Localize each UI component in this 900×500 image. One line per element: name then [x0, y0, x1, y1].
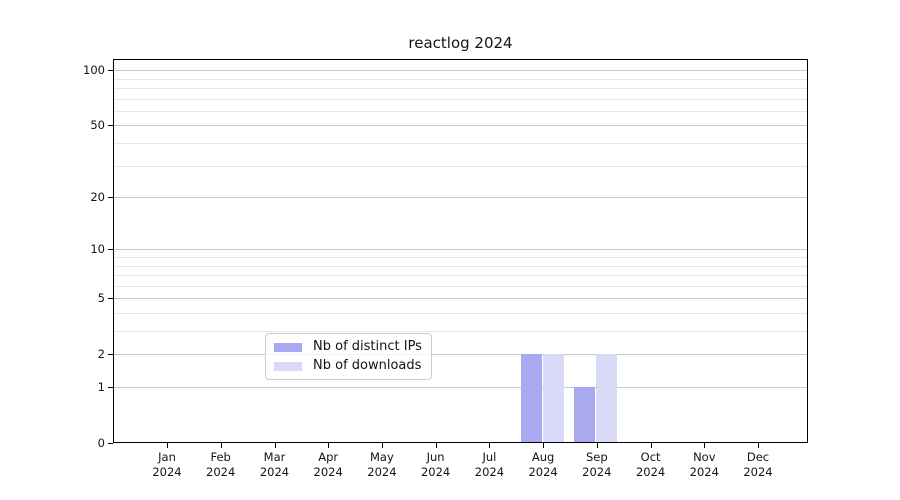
y-tick-label: 100 — [83, 62, 105, 77]
x-tick-mark — [381, 443, 383, 448]
major-gridline — [113, 354, 808, 356]
y-tick-label: 20 — [90, 189, 105, 204]
x-tick-mark — [596, 443, 598, 448]
minor-gridline — [113, 285, 808, 287]
minor-gridline — [113, 143, 808, 144]
y-tick-label: 10 — [90, 241, 105, 256]
major-gridline — [113, 249, 808, 251]
minor-gridline — [113, 78, 808, 80]
legend-swatch-downloads — [274, 361, 302, 371]
x-tick-label: Oct 2024 — [635, 450, 666, 479]
minor-gridline — [113, 331, 808, 332]
y-tick-mark — [108, 354, 113, 356]
x-tick-label: May 2024 — [367, 450, 397, 479]
x-tick-label: Feb 2024 — [206, 450, 236, 479]
x-tick-label: Dec 2024 — [743, 450, 773, 479]
x-tick-label: Jun 2024 — [420, 450, 451, 479]
minor-gridline — [113, 257, 808, 258]
minor-gridline — [113, 313, 808, 314]
x-tick-mark — [543, 443, 545, 448]
legend-item: Nb of downloads — [274, 358, 422, 374]
x-tick-label: Jul 2024 — [474, 450, 505, 479]
y-tick-mark — [108, 70, 113, 72]
x-tick-mark — [220, 443, 222, 448]
plot-area — [113, 59, 808, 443]
y-tick-mark — [108, 298, 113, 300]
minor-gridline — [113, 98, 808, 100]
major-gridline — [113, 197, 808, 199]
x-tick-mark — [758, 443, 759, 448]
y-tick-mark — [108, 197, 113, 199]
major-gridline — [113, 387, 808, 388]
y-tick-mark — [108, 249, 113, 251]
gridlines-layer — [113, 59, 808, 443]
major-gridline — [113, 70, 808, 72]
minor-gridline — [113, 275, 808, 276]
bars-layer — [113, 59, 808, 443]
bar-downloads-aug — [542, 354, 564, 443]
minor-gridline — [113, 265, 808, 267]
y-tick-label: 5 — [97, 290, 105, 305]
y-tick-mark — [108, 443, 113, 444]
x-tick-label: Mar 2024 — [259, 450, 290, 479]
minor-gridline — [113, 165, 808, 167]
y-tick-mark — [108, 125, 113, 127]
y-tick-label: 1 — [97, 379, 105, 394]
bar-distinct-ips-sep — [574, 387, 596, 443]
x-tick-mark — [435, 443, 437, 448]
x-tick-mark — [328, 443, 330, 448]
major-gridline — [113, 125, 808, 127]
y-tick-label: 2 — [97, 346, 105, 361]
chart-title: reactlog 2024 — [408, 34, 513, 52]
x-tick-label: Aug 2024 — [528, 450, 558, 479]
x-tick-mark — [274, 443, 276, 448]
y-tick-label: 50 — [90, 117, 105, 132]
x-tick-label: Sep 2024 — [582, 450, 612, 479]
minor-gridline — [113, 88, 808, 89]
bar-downloads-sep — [596, 354, 618, 443]
legend: Nb of distinct IPs Nb of downloads — [265, 333, 432, 380]
x-tick-mark — [704, 443, 706, 448]
y-tick-mark — [108, 387, 113, 388]
bar-distinct-ips-aug — [520, 354, 542, 443]
minor-gridline — [113, 110, 808, 112]
y-tick-label: 0 — [97, 435, 105, 450]
x-tick-label: Apr 2024 — [313, 450, 343, 479]
x-tick-mark — [650, 443, 652, 448]
legend-label: Nb of distinct IPs — [313, 339, 422, 354]
x-tick-mark — [489, 443, 491, 448]
x-tick-label: Nov 2024 — [689, 450, 719, 479]
major-gridline — [113, 298, 808, 300]
legend-swatch-distinct-ips — [274, 342, 302, 352]
x-tick-mark — [167, 443, 168, 448]
legend-item: Nb of distinct IPs — [274, 339, 422, 355]
x-tick-label: Jan 2024 — [152, 450, 182, 479]
legend-label: Nb of downloads — [313, 358, 422, 373]
